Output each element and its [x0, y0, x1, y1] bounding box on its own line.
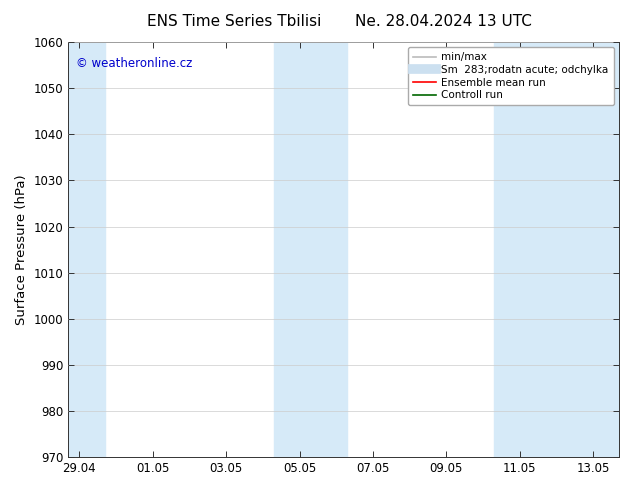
Y-axis label: Surface Pressure (hPa): Surface Pressure (hPa) — [15, 174, 28, 325]
Bar — [494, 42, 619, 457]
Text: Ne. 28.04.2024 13 UTC: Ne. 28.04.2024 13 UTC — [356, 14, 532, 29]
Bar — [68, 42, 105, 457]
Text: ENS Time Series Tbilisi: ENS Time Series Tbilisi — [147, 14, 322, 29]
Text: © weatheronline.cz: © weatheronline.cz — [77, 56, 193, 70]
Bar — [274, 42, 347, 457]
Legend: min/max, Sm  283;rodatn acute; odchylka, Ensemble mean run, Controll run: min/max, Sm 283;rodatn acute; odchylka, … — [408, 47, 614, 105]
